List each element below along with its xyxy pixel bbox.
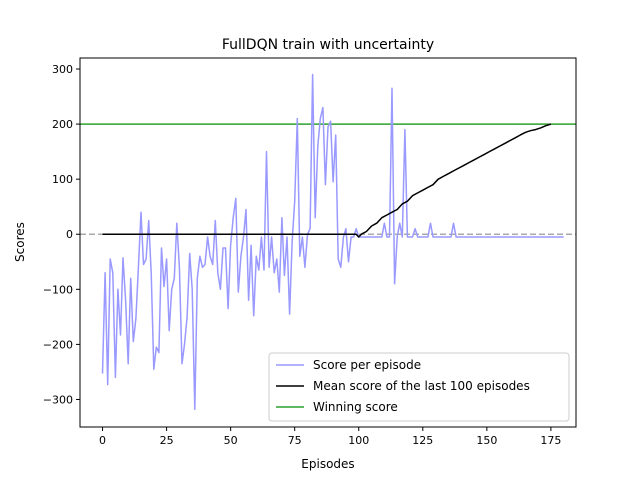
legend-label-score: Score per episode bbox=[313, 358, 421, 372]
x-tick-label: 125 bbox=[412, 434, 433, 447]
y-axis-ticks: −300 −200 −100 0 100 200 300 bbox=[43, 63, 80, 406]
x-tick-label: 175 bbox=[540, 434, 561, 447]
x-tick-label: 50 bbox=[224, 434, 238, 447]
legend-label-winning: Winning score bbox=[313, 400, 398, 414]
y-tick-label: 0 bbox=[66, 228, 73, 241]
x-tick-label: 25 bbox=[160, 434, 174, 447]
y-tick-label: −200 bbox=[43, 338, 73, 351]
y-tick-label: −100 bbox=[43, 283, 73, 296]
legend-box bbox=[268, 352, 570, 422]
x-tick-label: 100 bbox=[348, 434, 369, 447]
y-tick-label: 200 bbox=[52, 118, 73, 131]
x-axis-ticks: 0 25 50 75 100 125 150 175 bbox=[99, 427, 561, 447]
x-tick-label: 150 bbox=[476, 434, 497, 447]
plot-frame bbox=[79, 57, 577, 428]
x-tick-label: 0 bbox=[99, 434, 106, 447]
y-tick-label: −300 bbox=[43, 393, 73, 406]
series-layer bbox=[80, 73, 576, 411]
legend-label-mean: Mean score of the last 100 episodes bbox=[313, 379, 530, 393]
y-axis-label: Scores bbox=[13, 222, 27, 262]
chart-title: FullDQN train with uncertainty bbox=[222, 37, 434, 53]
legend: Score per episode Mean score of the last… bbox=[268, 352, 570, 422]
x-tick-label: 75 bbox=[288, 434, 302, 447]
series-line-score-per-episode bbox=[101, 73, 564, 411]
series-line-mean-score bbox=[102, 123, 552, 238]
x-axis-label: Episodes bbox=[301, 457, 354, 471]
y-tick-label: 300 bbox=[52, 63, 73, 76]
y-tick-label: 100 bbox=[52, 173, 73, 186]
